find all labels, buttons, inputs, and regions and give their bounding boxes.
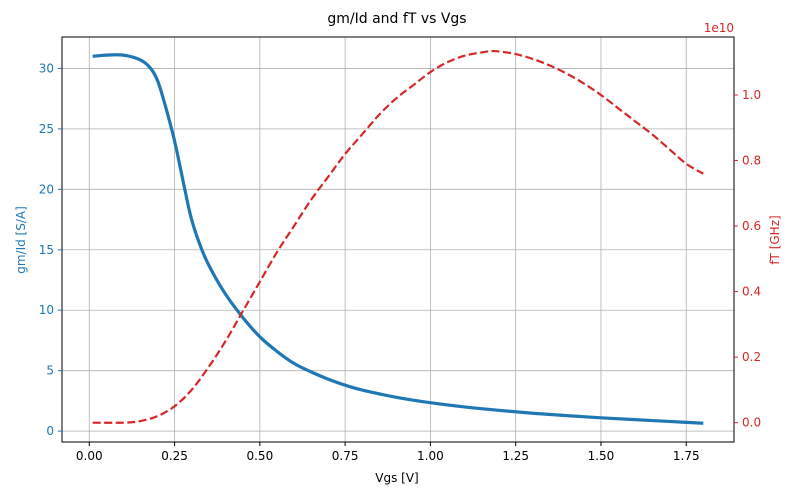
right-y-tick-label: 0.0: [742, 416, 761, 430]
right-y-axis-offset-label: 1e10: [704, 21, 734, 35]
series-layer: [92, 49, 704, 425]
gm-id-series-line: [92, 53, 704, 425]
x-axis-ticks: 0.00 0.25 0.50 0.75 1.00 1.25 1.50 1.75: [76, 442, 700, 463]
right-y-axis-ticks: 0.0 0.2 0.4 0.6 0.8 1.0: [734, 88, 761, 430]
right-y-tick-label: 0.4: [742, 285, 761, 299]
x-tick-label: 0.75: [332, 449, 359, 463]
right-y-tick-label: 0.8: [742, 154, 761, 168]
x-axis-title: Vgs [V]: [375, 471, 418, 485]
x-tick-label: 1.00: [417, 449, 444, 463]
left-y-tick-label: 0: [46, 424, 54, 438]
left-y-tick-label: 10: [39, 303, 54, 317]
x-tick-label: 1.75: [673, 449, 700, 463]
plot-frame: [61, 36, 735, 443]
left-y-axis-ticks: 0 5 10 15 20 25 30: [39, 61, 62, 438]
x-tick-label: 1.25: [502, 449, 529, 463]
x-tick-label: 0.50: [246, 449, 273, 463]
x-tick-label: 1.50: [588, 449, 615, 463]
right-y-axis-title: fT [GHz]: [768, 215, 782, 264]
x-tick-label: 0.00: [76, 449, 103, 463]
ft-series-line: [92, 49, 704, 424]
left-y-tick-label: 25: [39, 122, 54, 136]
grid: [62, 37, 734, 442]
left-y-tick-label: 5: [46, 364, 54, 378]
left-y-tick-label: 20: [39, 182, 54, 196]
chart-title: gm/Id and fT vs Vgs: [327, 11, 466, 27]
right-y-tick-label: 1.0: [742, 88, 761, 102]
left-y-axis-title: gm/Id [S/A]: [14, 206, 28, 274]
left-y-tick-label: 30: [39, 61, 54, 75]
right-y-tick-label: 0.2: [742, 350, 761, 364]
right-y-tick-label: 0.6: [742, 219, 761, 233]
left-y-tick-label: 15: [39, 243, 54, 257]
x-tick-label: 0.25: [161, 449, 188, 463]
